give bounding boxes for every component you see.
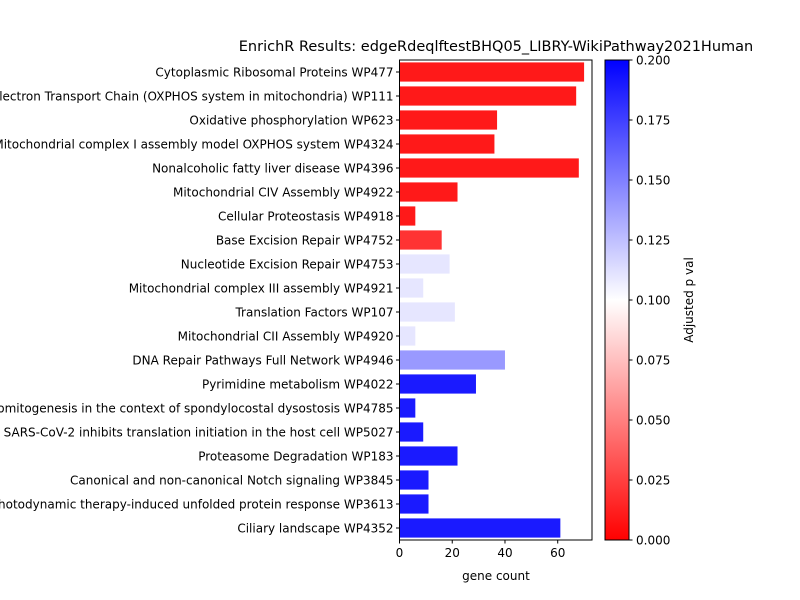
y-tick-label: Cellular Proteostasis WP4918	[218, 210, 394, 224]
y-tick-label: Mitochondrial complex III assembly WP492…	[129, 282, 394, 296]
bar	[399, 518, 561, 538]
bar	[399, 254, 450, 274]
bar	[399, 230, 442, 250]
y-tick-label: Mitochondrial CIV Assembly WP4922	[173, 186, 394, 200]
colorbar-label: Adjusted p val	[682, 257, 696, 343]
y-tick-labels: Cytoplasmic Ribosomal Proteins WP477 Elec…	[0, 66, 400, 536]
colorbar-tick-label: 0.000	[636, 534, 670, 548]
y-tick-label: Base Excision Repair WP4752	[216, 234, 394, 248]
y-tick-label: Canonical and non-canonical Notch signal…	[70, 474, 393, 488]
y-tick-label: Mitochondrial complex I assembly model O…	[0, 138, 394, 152]
bar	[399, 158, 579, 178]
y-tick-label: Photodynamic therapy-induced unfolded pr…	[0, 498, 394, 512]
plot-frame	[399, 59, 593, 541]
y-tick-label: Ciliary landscape WP4352	[237, 522, 393, 536]
colorbar-gradient	[604, 59, 630, 541]
x-tick-label: 20	[445, 546, 460, 560]
y-tick-label: Oxidative phosphorylation WP623	[189, 114, 393, 128]
bar	[399, 422, 424, 442]
bar	[399, 446, 458, 466]
bar	[399, 374, 476, 394]
y-tick-label: Nucleotide Excision Repair WP4753	[181, 258, 394, 272]
y-tick-label: Electron Transport Chain (OXPHOS system …	[0, 90, 394, 104]
y-tick-label: Cytoplasmic Ribosomal Proteins WP477	[155, 66, 393, 80]
colorbar-tick-label: 0.100	[636, 294, 670, 308]
colorbar-tick-label: 0.050	[636, 414, 670, 428]
bar	[399, 326, 416, 346]
chart-title: EnrichR Results: edgeRdeqlftestBHQ05_LIB…	[239, 39, 753, 55]
bar	[399, 134, 495, 154]
y-tick-label: Pyrimidine metabolism WP4022	[202, 378, 394, 392]
bar	[399, 206, 416, 226]
bar	[399, 62, 585, 82]
colorbar-tick-label: 0.025	[636, 474, 670, 488]
colorbar-tick-label: 0.075	[636, 354, 670, 368]
bar	[399, 494, 429, 514]
colorbar: 0.000 0.025 0.050 0.075 0.100 0.125 0.150 0.175…	[604, 54, 696, 548]
bar	[399, 470, 429, 490]
colorbar-tick-label: 0.150	[636, 174, 670, 188]
y-tick-label: DNA Repair Pathways Full Network WP4946	[132, 354, 393, 368]
bar	[399, 302, 455, 322]
y-tick-label: Proteasome Degradation WP183	[198, 450, 393, 464]
colorbar-tick-label: 0.175	[636, 114, 670, 128]
bar	[399, 86, 577, 106]
x-tick-label: 60	[550, 546, 565, 560]
bars-layer	[399, 62, 585, 538]
colorbar-tick-label: 0.125	[636, 234, 670, 248]
x-axis: 0 20 40 60	[396, 540, 565, 560]
bar	[399, 110, 498, 130]
bar	[399, 398, 416, 418]
bar	[399, 350, 505, 370]
colorbar-tick-label: 0.200	[636, 54, 670, 68]
bar	[399, 278, 424, 298]
x-axis-label: gene count	[462, 569, 530, 583]
x-tick-label: 40	[497, 546, 512, 560]
y-tick-label: Translation Factors WP107	[234, 306, 393, 320]
y-tick-label: Mitochondrial CII Assembly WP4920	[178, 330, 394, 344]
bar	[399, 182, 458, 202]
colorbar-ticks: 0.000 0.025 0.050 0.075 0.100 0.125 0.150 0.175…	[629, 54, 670, 548]
x-tick-label: 0	[396, 546, 404, 560]
y-tick-label: SARS-CoV-2 inhibits translation initiati…	[4, 426, 394, 440]
y-tick-label: Nonalcoholic fatty liver disease WP4396	[152, 162, 393, 176]
y-tick-label: Somitogenesis in the context of spondylo…	[0, 402, 394, 416]
